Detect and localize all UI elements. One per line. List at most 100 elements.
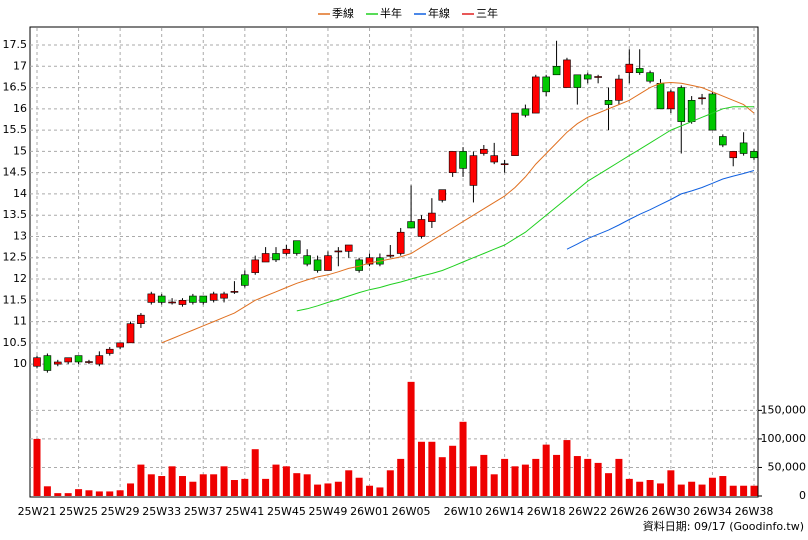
volume-bar xyxy=(158,476,166,496)
candle-body xyxy=(448,151,457,173)
volume-bar xyxy=(542,444,550,496)
candle-body xyxy=(583,74,592,80)
candle-body xyxy=(490,155,499,163)
candle-body xyxy=(334,250,343,253)
y-tick-label: 10 xyxy=(13,357,27,370)
candle-body xyxy=(563,59,571,88)
volume-bar xyxy=(106,491,114,496)
y-tick-label: 15 xyxy=(13,144,27,157)
candle-body xyxy=(615,78,623,101)
x-tick-label: 26W01 xyxy=(350,505,389,518)
y-tick-label: 13 xyxy=(13,229,27,242)
candle-body xyxy=(85,361,93,363)
legend-label: 季線 xyxy=(332,6,354,20)
volume-bar xyxy=(54,493,62,496)
volume-bar xyxy=(449,445,457,496)
volume-bar xyxy=(366,485,374,496)
candle-body xyxy=(719,136,727,146)
candle-body xyxy=(33,357,41,367)
candle-body xyxy=(209,293,218,301)
x-tick-label: 25W37 xyxy=(184,505,223,518)
volume-bar xyxy=(386,470,394,496)
plot-frame xyxy=(29,26,759,498)
volume-bar xyxy=(178,476,186,496)
volume-bar xyxy=(553,454,561,496)
x-tick-label: 26W18 xyxy=(527,505,566,518)
volume-bar xyxy=(656,483,664,496)
x-tick-label: 25W29 xyxy=(101,505,140,518)
volume-bar xyxy=(303,474,311,496)
volume-bar xyxy=(646,480,654,496)
volume-bar xyxy=(282,466,290,496)
volume-bar xyxy=(251,449,259,496)
volume-bar xyxy=(740,485,748,496)
candle-body xyxy=(324,255,332,271)
candle-body xyxy=(573,74,582,88)
y-tick-label: 17 xyxy=(13,59,27,72)
volume-bar xyxy=(719,476,727,496)
volume-bar xyxy=(334,481,342,496)
candle-body xyxy=(739,142,748,154)
candle-body xyxy=(220,293,228,299)
volume-bar xyxy=(397,458,405,496)
volume-bar xyxy=(189,481,197,496)
x-tick-label: 26W10 xyxy=(444,505,483,518)
candle-body xyxy=(438,189,447,201)
y-tick-label: 11 xyxy=(13,315,27,328)
candle-body xyxy=(313,259,322,271)
volume-bar xyxy=(584,458,592,496)
x-tick-label: 25W45 xyxy=(267,505,306,518)
volume-bar xyxy=(417,441,425,496)
volume-bar xyxy=(220,466,228,496)
volume-bar xyxy=(168,466,176,496)
candle-body xyxy=(428,212,436,222)
candle-body xyxy=(521,108,530,116)
y-tick-label: 12 xyxy=(13,272,27,285)
candle-body xyxy=(625,63,634,73)
y2-tick-label: 50,000 xyxy=(768,460,807,473)
volume-bar xyxy=(43,486,51,496)
candle-body xyxy=(137,314,145,324)
candle-body xyxy=(417,219,426,237)
candle-body xyxy=(365,257,374,265)
volume-bar xyxy=(480,454,488,496)
x-tick-label: 26W26 xyxy=(610,505,649,518)
volume-bar xyxy=(272,464,280,496)
y-tick-label: 14.5 xyxy=(3,166,28,179)
y-tick-label: 10.5 xyxy=(3,336,28,349)
candle-body xyxy=(261,253,270,263)
volume-bar xyxy=(636,481,644,496)
volume-bar xyxy=(532,458,540,496)
y-tick-label: 15.5 xyxy=(3,123,28,136)
candle-body xyxy=(500,163,509,166)
candle-body xyxy=(95,355,104,365)
volume-bar xyxy=(64,493,72,496)
x-tick-label: 26W38 xyxy=(735,505,774,518)
y-tick-label: 16.5 xyxy=(3,81,28,94)
candle-body xyxy=(677,87,686,122)
candle-body xyxy=(74,355,83,363)
y-tick-label: 17.5 xyxy=(3,38,28,51)
volume-bar xyxy=(75,489,83,496)
x-tick-label: 25W33 xyxy=(142,505,181,518)
x-tick-label: 25W41 xyxy=(225,505,264,518)
legend-label: 半年 xyxy=(380,6,402,20)
volume-bar xyxy=(345,470,353,496)
volume-bar xyxy=(407,381,415,496)
volume-bar xyxy=(95,491,103,496)
candle-body xyxy=(459,151,467,169)
volume-bar xyxy=(85,490,93,496)
candle-body xyxy=(656,83,665,110)
candle-body xyxy=(396,231,405,254)
footer: 資料日期: 09/17 (Goodinfo.tw) xyxy=(643,519,804,533)
legend-label: 三年 xyxy=(476,6,498,20)
x-tick-label: 25W21 xyxy=(18,505,57,518)
candle-body xyxy=(729,151,738,159)
x-tick-label: 26W05 xyxy=(392,505,431,518)
candle-body xyxy=(168,301,176,304)
x-tick-label: 26W30 xyxy=(651,505,690,518)
candle-body xyxy=(43,355,52,371)
candle-body xyxy=(511,112,519,156)
candle-body xyxy=(292,240,301,254)
candle-body xyxy=(552,65,561,76)
